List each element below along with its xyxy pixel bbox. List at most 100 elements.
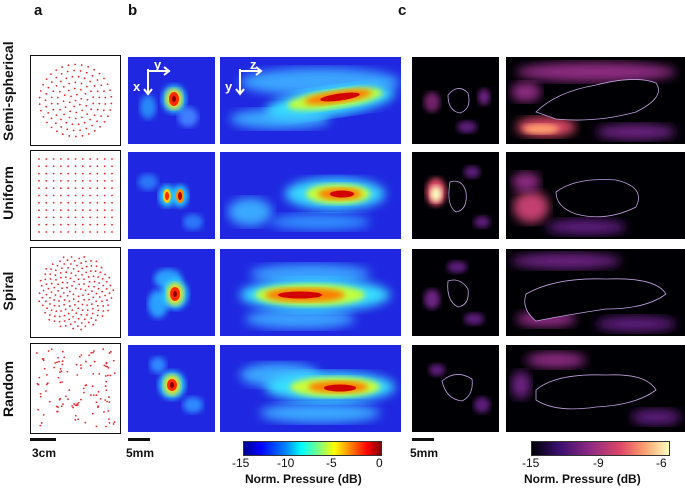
transducer-element bbox=[97, 390, 100, 393]
transducer-element bbox=[103, 201, 106, 204]
transducer-element bbox=[83, 318, 86, 321]
transducer-element bbox=[67, 312, 70, 315]
transducer-element bbox=[96, 79, 99, 81]
transducer-element bbox=[89, 118, 92, 121]
transducer-element bbox=[107, 309, 110, 312]
transducer-element bbox=[112, 289, 115, 292]
transducer-element bbox=[110, 95, 113, 98]
transducer-element bbox=[56, 264, 59, 267]
pressure-field bbox=[128, 152, 215, 239]
transducer-element bbox=[47, 86, 50, 89]
transducer-element bbox=[103, 165, 106, 168]
transducer-element bbox=[95, 401, 98, 404]
pressure-field bbox=[220, 345, 401, 432]
transducer-element bbox=[81, 309, 84, 311]
transducer-element bbox=[57, 289, 60, 292]
transducer-element bbox=[57, 406, 59, 408]
transducer-element bbox=[66, 286, 68, 289]
transducer-element bbox=[80, 262, 83, 264]
transducer-element bbox=[105, 280, 108, 283]
transducer-element bbox=[67, 89, 70, 92]
transducer-element bbox=[52, 201, 55, 204]
transducer-element bbox=[60, 370, 63, 373]
contour-map-zy-random bbox=[506, 345, 685, 432]
transducer-element bbox=[103, 364, 106, 367]
transducer-element bbox=[90, 394, 92, 396]
transducer-element bbox=[93, 280, 96, 283]
transducer-element bbox=[69, 110, 72, 113]
transducer-element bbox=[85, 104, 88, 107]
transducer-element bbox=[81, 209, 84, 211]
transducer-element bbox=[101, 290, 104, 293]
transducer-element bbox=[45, 209, 48, 211]
transducer-element bbox=[68, 101, 71, 104]
transducer-element bbox=[74, 180, 77, 182]
transducer-element bbox=[44, 278, 47, 281]
transducer-element bbox=[93, 68, 96, 71]
transducer-element bbox=[98, 372, 101, 375]
transducer-element bbox=[49, 314, 51, 316]
transducer-element bbox=[64, 276, 67, 279]
transducer-element bbox=[76, 403, 79, 405]
row-label-semi-spherical: Semi-spherical bbox=[0, 41, 16, 141]
transducer-element bbox=[111, 180, 113, 182]
transducer-element bbox=[93, 350, 95, 352]
transducer-element bbox=[111, 209, 113, 211]
transducer-element bbox=[77, 418, 79, 421]
transducer-element bbox=[92, 372, 95, 375]
pressure-field bbox=[128, 249, 215, 336]
transducer-element bbox=[93, 360, 96, 363]
transducer-element bbox=[105, 389, 108, 392]
transducer-element bbox=[81, 172, 84, 175]
pressure-map-xy-semi-spherical: y x bbox=[128, 57, 215, 144]
transducer-element bbox=[53, 320, 56, 323]
transducer-element bbox=[67, 223, 70, 226]
transducer-element bbox=[109, 284, 112, 287]
transducer-element bbox=[81, 303, 84, 306]
transducer-element bbox=[53, 315, 56, 318]
transducer-element bbox=[52, 194, 55, 197]
transducer-element bbox=[52, 165, 55, 168]
transducer-element bbox=[96, 90, 99, 93]
transducer-element bbox=[60, 158, 62, 160]
transducer-element bbox=[38, 187, 40, 190]
panel-label-a: a bbox=[34, 2, 43, 19]
transducer-element bbox=[74, 287, 77, 290]
transducer-element bbox=[52, 90, 55, 93]
axis-z-label: z bbox=[250, 57, 257, 72]
transducer-element bbox=[44, 273, 47, 276]
transducer-element bbox=[38, 201, 40, 204]
transducer-element bbox=[97, 276, 100, 278]
transducer-element bbox=[111, 158, 113, 160]
transducer-element bbox=[47, 287, 50, 290]
transducer-element bbox=[104, 399, 107, 401]
transducer-element bbox=[92, 96, 95, 99]
transducer-element bbox=[76, 374, 79, 376]
transducer-element bbox=[106, 400, 108, 403]
transducer-element bbox=[96, 120, 99, 123]
transducer-element bbox=[85, 314, 88, 316]
transducer-element bbox=[64, 395, 67, 398]
row-label-spiral: Spiral bbox=[0, 271, 16, 311]
transducer-element bbox=[96, 194, 99, 197]
transducer-element bbox=[74, 404, 77, 407]
transducer-element bbox=[40, 284, 43, 287]
transducer-element bbox=[74, 201, 77, 204]
transducer-element bbox=[98, 96, 101, 99]
transducer-element bbox=[72, 406, 74, 409]
transducer-element bbox=[89, 364, 92, 367]
transducer-element bbox=[61, 350, 64, 353]
transducer-element bbox=[65, 121, 68, 124]
transducer-element bbox=[60, 125, 63, 128]
transducer-element bbox=[89, 209, 91, 211]
transducer-element bbox=[51, 263, 54, 266]
transducer-element bbox=[92, 307, 94, 310]
transducer-element bbox=[104, 375, 107, 377]
transducer-element bbox=[81, 158, 84, 160]
transducer-element bbox=[79, 70, 82, 72]
transducer-element bbox=[52, 172, 55, 175]
transducer-element bbox=[57, 376, 60, 379]
transducer-element bbox=[97, 287, 100, 290]
element-layout-plot bbox=[38, 256, 115, 331]
transducer-element bbox=[83, 298, 86, 301]
